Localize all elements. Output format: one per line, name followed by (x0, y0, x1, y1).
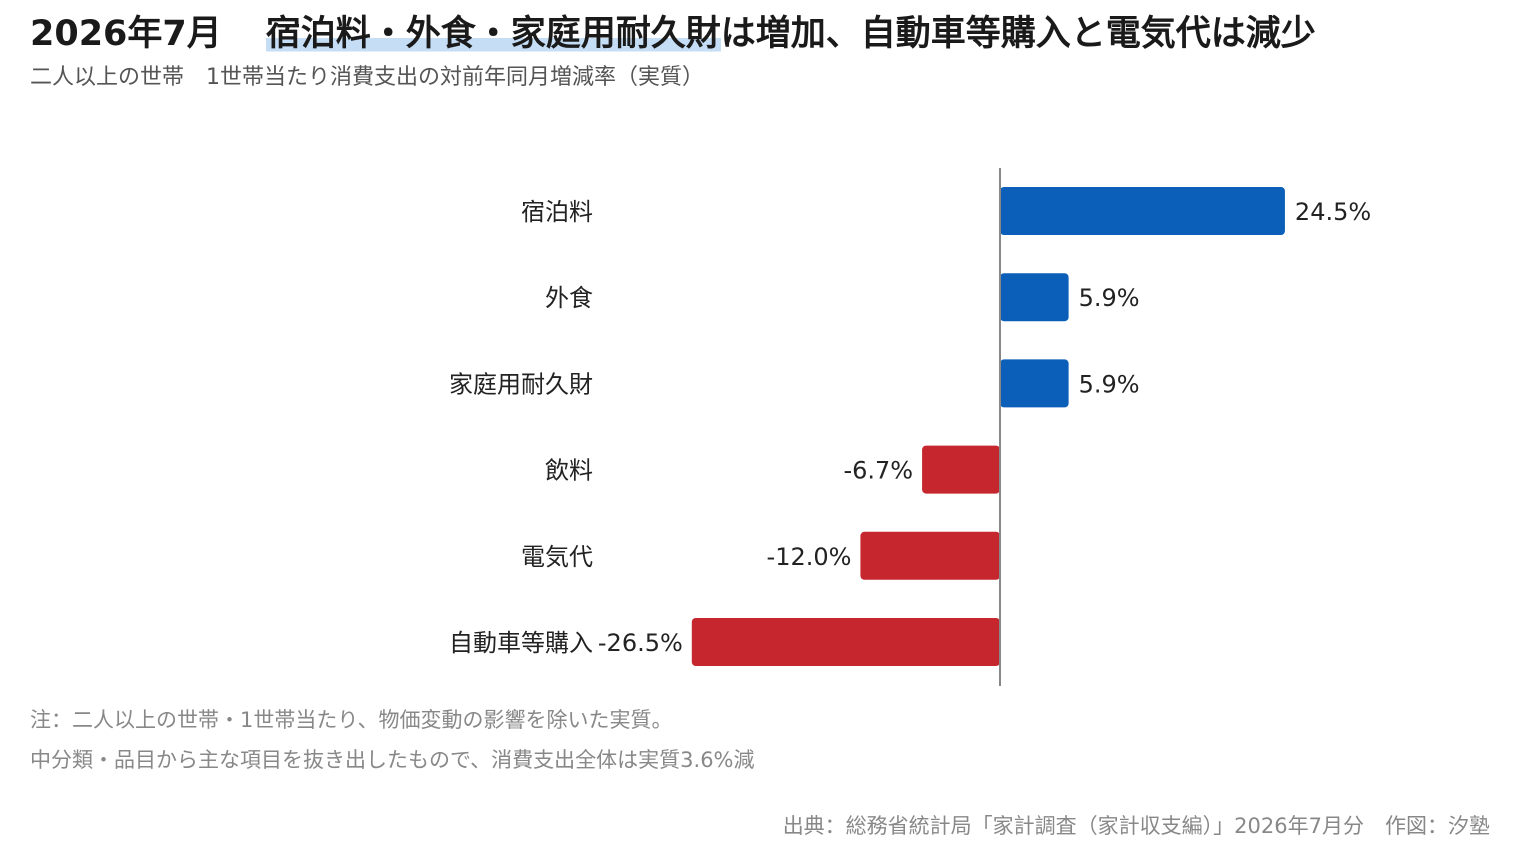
note-line-1: 注：二人以上の世帯・1世帯当たり、物価変動の影響を除いた実質。 (30, 708, 673, 732)
chart-notes: 注：二人以上の世帯・1世帯当たり、物価変動の影響を除いた実質。 中分類・品目から… (30, 700, 755, 780)
value-label: 5.9% (1079, 284, 1140, 312)
category-label: 外食 (545, 284, 593, 312)
note-line-2: 中分類・品目から主な項目を抜き出したもので、消費支出全体は実質3.6%減 (30, 748, 755, 772)
chart-title: 2026年7月 宿泊料・外食・家庭用耐久財は増加、自動車等購入と電気代は減少 (30, 8, 1316, 60)
bar (1000, 187, 1285, 235)
value-label: -6.7% (843, 457, 913, 485)
value-label: 5.9% (1079, 370, 1140, 398)
category-label: 飲料 (545, 457, 593, 485)
title-headline: 宿泊料・外食・家庭用耐久財は増加、自動車等購入と電気代は減少 (265, 8, 1316, 60)
bar (1000, 359, 1069, 408)
value-label: -26.5% (598, 629, 683, 657)
category-label: 宿泊料 (521, 198, 593, 226)
value-label: -12.0% (767, 543, 852, 571)
category-label: 自動車等購入 (449, 629, 593, 657)
chart-subtitle: 二人以上の世帯 1世帯当たり消費支出の対前年同月増減率（実質） (30, 65, 704, 90)
chart-source: 出典：総務省統計局「家計調査（家計収支編）」2026年7月分 作図：汐塾 (782, 814, 1490, 838)
bar (860, 531, 1000, 580)
category-label: 家庭用耐久財 (449, 370, 593, 398)
bar (922, 445, 1000, 494)
value-label: 24.5% (1295, 198, 1371, 226)
bar-chart: 宿泊料 24.5% 外食 5.9% 家庭用耐久財 5.9% 飲料 -6.7% 電気代 -12.0%… (449, 168, 1371, 686)
bar (1000, 273, 1069, 322)
bar (691, 618, 1000, 666)
category-label: 電気代 (521, 543, 593, 571)
title-date: 2026年7月 (30, 14, 222, 54)
title-rest-text: は増加、自動車等購入と電気代は減少 (720, 14, 1316, 54)
title-highlight-text: 宿泊料・外食・家庭用耐久財 (265, 14, 721, 54)
